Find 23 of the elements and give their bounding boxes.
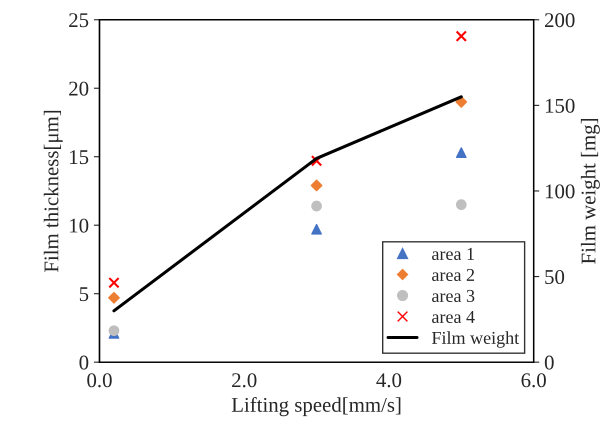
x-axis-title: Lifting speed[mm/s] [232, 397, 400, 416]
legend-label: Film weight [432, 331, 520, 348]
y-tick-label: 25 [69, 13, 88, 28]
y-tick-label: 5 [80, 287, 88, 302]
y-tick-label: 15 [70, 150, 88, 164]
y2-tick-label: 200 [544, 13, 575, 28]
legend-label: area 1 [432, 248, 474, 260]
y2-tick-label: 100 [546, 184, 575, 198]
x-tick-label: 0.0 [87, 373, 112, 388]
legend-label: area 4 [432, 310, 475, 324]
x-tick-label: 2.0 [232, 373, 256, 388]
y-tick-label: 0 [79, 356, 88, 370]
y2-tick-label: 0 [544, 356, 554, 370]
x-tick-label: 6.0 [522, 373, 546, 388]
legend-label: area 2 [432, 268, 474, 282]
y-tick-label: 20 [69, 82, 88, 96]
y-axis-title: Film thickness[μm] [44, 110, 63, 272]
legend-label: area 3 [432, 290, 474, 302]
y2-axis-title: Film weight [mg] [580, 119, 600, 264]
y-tick-label: 10 [70, 218, 88, 233]
y2-tick-label: 50 [545, 270, 564, 284]
y2-tick-label: 150 [546, 98, 575, 113]
x-tick-label: 4.0 [376, 373, 402, 388]
